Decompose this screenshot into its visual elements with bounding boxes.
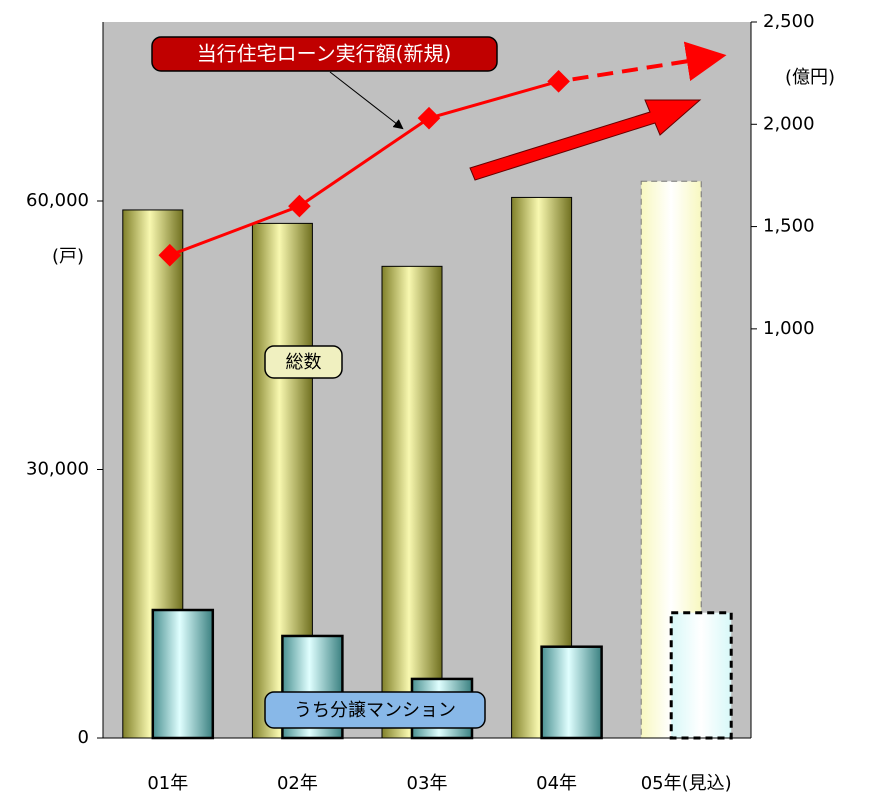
y2-tick-label: 1,000	[763, 318, 815, 339]
y-tick-label: 0	[78, 727, 89, 748]
line	[169, 79, 560, 257]
y2-tick-label: 2,000	[763, 113, 815, 134]
marker	[417, 106, 441, 130]
y-tick-label: 30,000	[26, 459, 89, 480]
y-tick-label: 60,000	[26, 190, 89, 211]
callout-pointer	[329, 71, 404, 130]
bar	[540, 645, 603, 740]
x-tick-label: 03年	[407, 773, 448, 794]
bar	[669, 611, 733, 740]
x-tick-label: 02年	[277, 773, 318, 794]
x-tick-label: 01年	[147, 773, 188, 794]
bar	[151, 608, 215, 740]
series-label-box	[264, 345, 343, 379]
x-tick-label: 04年	[536, 773, 577, 794]
series-label: 総数	[286, 352, 322, 373]
series-label-box	[264, 691, 486, 729]
marker	[547, 70, 570, 93]
bar	[381, 265, 443, 739]
callout-label: 当行住宅ローン実行額(新規)	[197, 42, 452, 66]
series-label: うち分譲マンション	[294, 700, 456, 721]
y-axis-label: (戸)	[52, 246, 84, 267]
y2-axis-label: (億円)	[785, 67, 835, 88]
y2-tick-label: 1,500	[763, 216, 815, 237]
y2-tick-label: 2,500	[763, 11, 815, 32]
callout-box	[151, 36, 498, 72]
trend-arrow	[469, 99, 702, 181]
x-tick-label: 05年(見込)	[641, 773, 732, 794]
